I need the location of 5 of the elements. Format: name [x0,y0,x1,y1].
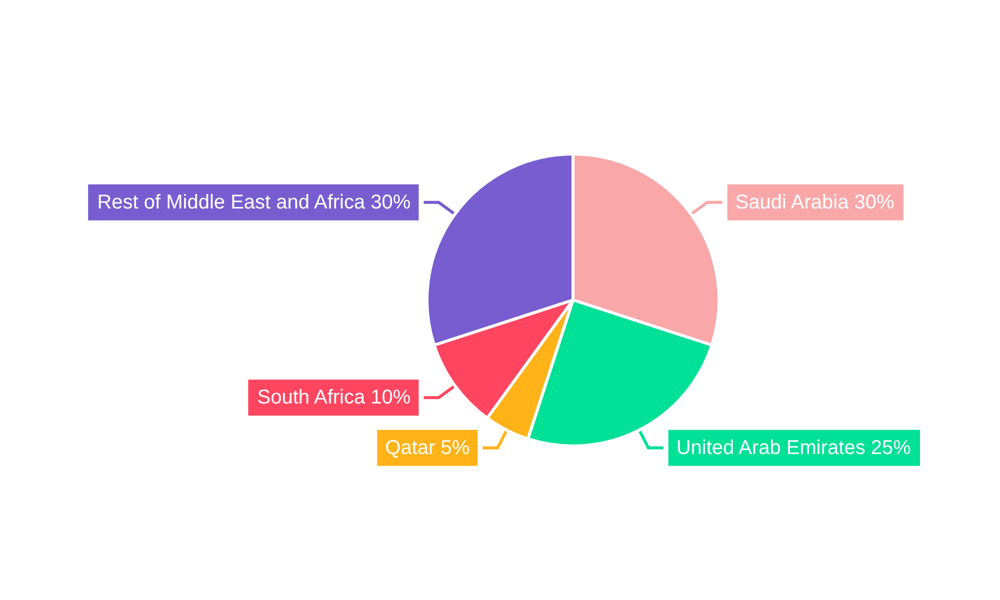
slice-label: Saudi Arabia 30% [735,191,895,214]
slice-label: Qatar 5% [385,436,470,459]
slice-label: South Africa 10% [257,386,411,409]
slice-label: United Arab Emirates 25% [676,436,912,459]
slice-label: Rest of Middle East and Africa 30% [97,191,411,214]
